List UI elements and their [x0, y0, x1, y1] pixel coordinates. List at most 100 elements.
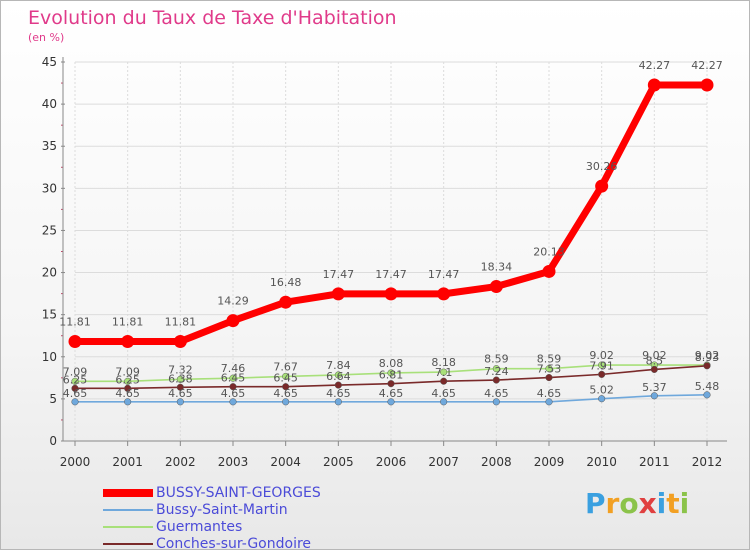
- data-label: 16.48: [270, 276, 302, 289]
- data-label: 9.02: [642, 349, 667, 362]
- data-label: 17.47: [323, 268, 355, 281]
- data-label: 7.91: [589, 359, 614, 372]
- data-point: [650, 392, 658, 400]
- logo-letter: t: [666, 487, 680, 520]
- y-tick-label: 45: [42, 55, 57, 69]
- data-point: [68, 335, 82, 349]
- data-point: [647, 78, 661, 92]
- data-point: [226, 314, 240, 328]
- x-tick-label: 2004: [270, 455, 301, 469]
- x-tick-label: 2007: [428, 455, 459, 469]
- data-point: [331, 287, 345, 301]
- data-point: [71, 377, 79, 385]
- data-label: 4.65: [431, 387, 456, 400]
- data-point: [229, 374, 237, 382]
- data-point: [279, 295, 293, 309]
- data-point: [545, 365, 553, 373]
- data-point: [176, 375, 184, 383]
- logo-letter: o: [619, 487, 639, 520]
- x-tick-label: 2000: [60, 455, 91, 469]
- data-label: 6.45: [221, 372, 246, 385]
- data-point: [121, 335, 135, 349]
- data-label: 4.65: [273, 387, 298, 400]
- data-point: [598, 395, 606, 403]
- chart-legend: BUSSY-SAINT-GEORGES Bussy-Saint-Martin Gue…: [103, 484, 321, 550]
- proxiti-logo: Proxiti: [585, 487, 689, 520]
- data-point: [492, 365, 500, 373]
- data-label: 7.1: [435, 366, 453, 379]
- y-tick-label: 35: [42, 139, 57, 153]
- data-label: 6.38: [168, 372, 193, 385]
- data-label: 4.65: [537, 387, 562, 400]
- legend-swatch: [103, 542, 153, 545]
- data-point: [176, 398, 184, 406]
- data-label: 4.65: [168, 387, 193, 400]
- x-tick-label: 2008: [481, 455, 512, 469]
- legend-item: Bussy-Saint-Martin: [103, 501, 321, 518]
- data-label: 11.81: [112, 316, 144, 329]
- data-point: [437, 287, 451, 301]
- data-point: [440, 368, 448, 376]
- data-point: [595, 179, 609, 193]
- x-tick-label: 2010: [586, 455, 617, 469]
- data-label: 7.09: [115, 365, 140, 378]
- data-label: 14.29: [217, 295, 249, 308]
- data-point: [229, 398, 237, 406]
- data-label: 7.53: [537, 363, 562, 376]
- data-label: 4.65: [221, 387, 246, 400]
- data-point: [282, 398, 290, 406]
- data-label: 7.46: [221, 362, 246, 375]
- x-tick-label: 2011: [639, 455, 670, 469]
- data-point: [542, 264, 556, 278]
- y-tick-label: 30: [42, 181, 57, 195]
- legend-label: Guermantes: [156, 518, 243, 535]
- logo-letter: i: [656, 487, 667, 520]
- data-point: [650, 365, 658, 373]
- y-tick-label: 40: [42, 97, 57, 111]
- logo-letter: P: [585, 487, 606, 520]
- data-label: 4.65: [484, 387, 509, 400]
- data-label: 8.18: [431, 356, 456, 369]
- x-tick-label: 2012: [692, 455, 723, 469]
- data-label: 17.47: [428, 268, 460, 281]
- data-point: [598, 370, 606, 378]
- x-tick-label: 2009: [534, 455, 565, 469]
- data-label: 6.25: [63, 373, 88, 386]
- data-label: 6.81: [379, 369, 404, 382]
- chart-title: Evolution du Taux de Taxe d'Habitation: [28, 7, 397, 29]
- x-tick-label: 2003: [218, 455, 249, 469]
- data-point: [387, 380, 395, 388]
- data-point: [489, 280, 503, 294]
- data-point: [387, 398, 395, 406]
- x-tick-label: 2005: [323, 455, 354, 469]
- data-label: 11.81: [59, 316, 91, 329]
- logo-letter: x: [638, 487, 657, 520]
- data-point: [334, 398, 342, 406]
- data-label: 11.81: [165, 316, 197, 329]
- data-label: 5.02: [589, 384, 614, 397]
- data-point: [229, 383, 237, 391]
- data-label: 6.25: [115, 373, 140, 386]
- legend-item: Guermantes: [103, 518, 321, 535]
- data-point: [71, 384, 79, 392]
- y-tick-label: 10: [42, 350, 57, 364]
- data-label: 42.27: [691, 59, 723, 72]
- data-label: 8.5: [646, 354, 664, 367]
- legend-label: Bussy-Saint-Martin: [156, 501, 288, 518]
- data-label: 4.65: [379, 387, 404, 400]
- data-label: 7.32: [168, 363, 193, 376]
- data-point: [176, 383, 184, 391]
- data-point: [71, 398, 79, 406]
- data-point: [492, 398, 500, 406]
- data-label: 4.65: [326, 387, 351, 400]
- data-point: [282, 383, 290, 391]
- legend-label: Conches-sur-Gondoire: [156, 535, 312, 550]
- data-label: 9.02: [589, 349, 614, 362]
- data-point: [124, 384, 132, 392]
- logo-letter: r: [605, 487, 620, 520]
- y-tick-label: 15: [42, 308, 57, 322]
- data-point: [334, 371, 342, 379]
- data-label: 7.84: [326, 359, 351, 372]
